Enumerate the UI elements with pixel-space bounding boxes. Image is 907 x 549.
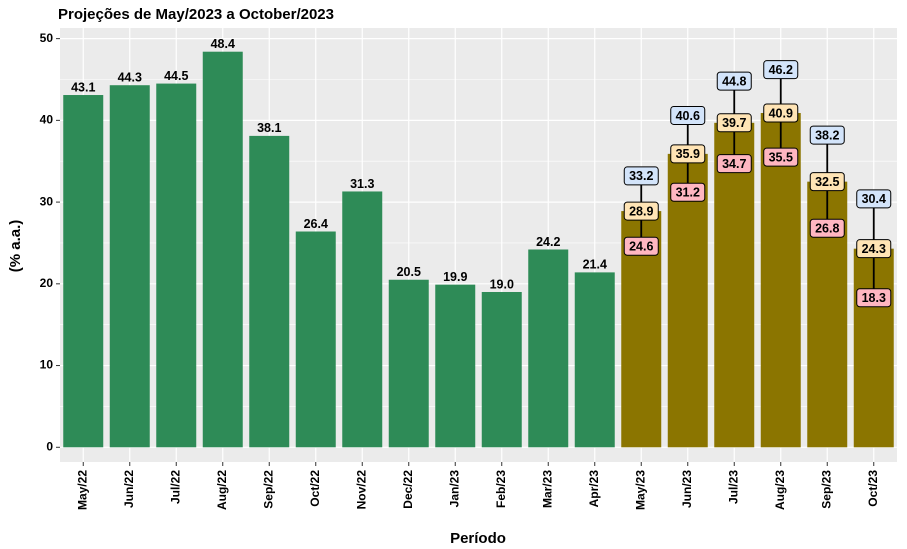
x-tick-label: Jun/22 (122, 470, 136, 508)
lower-label-box (809, 218, 845, 238)
x-tick-label: Jun/23 (680, 470, 694, 508)
bar (435, 284, 476, 448)
y-tick-label: 50 (40, 31, 54, 45)
value-label: 43.1 (71, 80, 95, 94)
upper-label: 38.2 (815, 128, 839, 142)
lower-label-box (856, 288, 892, 308)
bar (528, 249, 569, 448)
upper-label-box (856, 189, 892, 209)
upper-label-box (670, 105, 706, 125)
value-label: 40.9 (769, 106, 793, 120)
bar (156, 83, 197, 448)
value-label: 21.4 (583, 258, 607, 272)
upper-label: 30.4 (862, 192, 886, 206)
chart-title: Projeções de May/2023 a October/2023 (58, 6, 334, 23)
x-tick-label: Mar/23 (540, 470, 554, 508)
value-label: 48.4 (211, 37, 235, 51)
value-label: 24.2 (536, 235, 560, 249)
y-tick-label: 0 (46, 439, 53, 453)
bar (714, 122, 755, 448)
bar (109, 85, 150, 448)
x-tick-label: May/23 (633, 470, 647, 510)
value-label-box (809, 172, 845, 192)
value-label: 19.9 (443, 270, 467, 284)
upper-label: 46.2 (769, 63, 793, 77)
value-label: 31.3 (350, 177, 374, 191)
bar (63, 95, 104, 448)
value-label: 28.9 (629, 204, 653, 218)
x-tick-label: Sep/22 (261, 470, 275, 509)
value-label-box (856, 239, 892, 259)
value-label-box (716, 113, 752, 133)
lower-label-box (670, 182, 706, 202)
bar (574, 272, 615, 448)
lower-label: 31.2 (676, 186, 700, 200)
lower-label: 26.8 (815, 222, 839, 236)
value-label-box (763, 103, 799, 123)
value-label: 26.4 (304, 217, 328, 231)
value-label-box (623, 201, 659, 221)
value-label: 44.5 (164, 69, 188, 83)
upper-label-box (809, 125, 845, 145)
bar (760, 113, 801, 448)
x-tick-label: Jan/23 (447, 470, 461, 508)
upper-label-box (623, 166, 659, 186)
upper-label-box (763, 60, 799, 80)
bar (667, 153, 708, 448)
value-label: 19.0 (490, 277, 514, 291)
y-tick-label: 20 (40, 276, 54, 290)
bar (481, 291, 522, 448)
upper-label: 40.6 (676, 109, 700, 123)
value-label: 20.5 (397, 265, 421, 279)
x-tick-label: Aug/23 (773, 470, 787, 510)
lower-label: 34.7 (722, 157, 746, 171)
lower-label-box (763, 147, 799, 167)
value-label: 35.9 (676, 147, 700, 161)
x-tick-label: Jul/23 (726, 470, 740, 504)
lower-label: 24.6 (629, 240, 653, 254)
bar (249, 135, 290, 448)
x-tick-label: Dec/22 (401, 470, 415, 509)
x-tick-label: Sep/23 (819, 470, 833, 509)
plot-background (60, 28, 897, 462)
value-label: 38.1 (257, 121, 281, 135)
lower-label-box (623, 236, 659, 256)
y-tick-label: 30 (40, 194, 54, 208)
x-tick-label: Oct/22 (308, 470, 322, 507)
value-label: 32.5 (815, 175, 839, 189)
x-tick-label: Nov/22 (354, 470, 368, 510)
value-label: 24.3 (862, 242, 886, 256)
lower-label: 18.3 (862, 291, 886, 305)
x-tick-label: Jul/22 (168, 470, 182, 504)
lower-label-box (716, 154, 752, 174)
upper-label: 33.2 (629, 169, 653, 183)
x-axis-title: Período (450, 530, 506, 547)
y-tick-label: 10 (40, 358, 54, 372)
x-tick-label: Aug/22 (215, 470, 229, 510)
value-label: 44.3 (118, 71, 142, 85)
bar (388, 279, 429, 448)
upper-label: 44.8 (722, 74, 746, 88)
value-label-box (670, 144, 706, 164)
value-label: 39.7 (722, 116, 746, 130)
y-axis-title: (% a.a.) (7, 220, 24, 273)
x-tick-label: Feb/23 (494, 470, 508, 508)
y-tick-label: 40 (40, 113, 54, 127)
lower-label: 35.5 (769, 150, 793, 164)
upper-label-box (716, 71, 752, 91)
bar (295, 231, 336, 448)
x-tick-label: May/22 (75, 470, 89, 510)
x-tick-label: Apr/23 (587, 470, 601, 508)
bar (202, 51, 243, 448)
x-tick-label: Oct/23 (866, 470, 880, 507)
bar (342, 191, 383, 448)
